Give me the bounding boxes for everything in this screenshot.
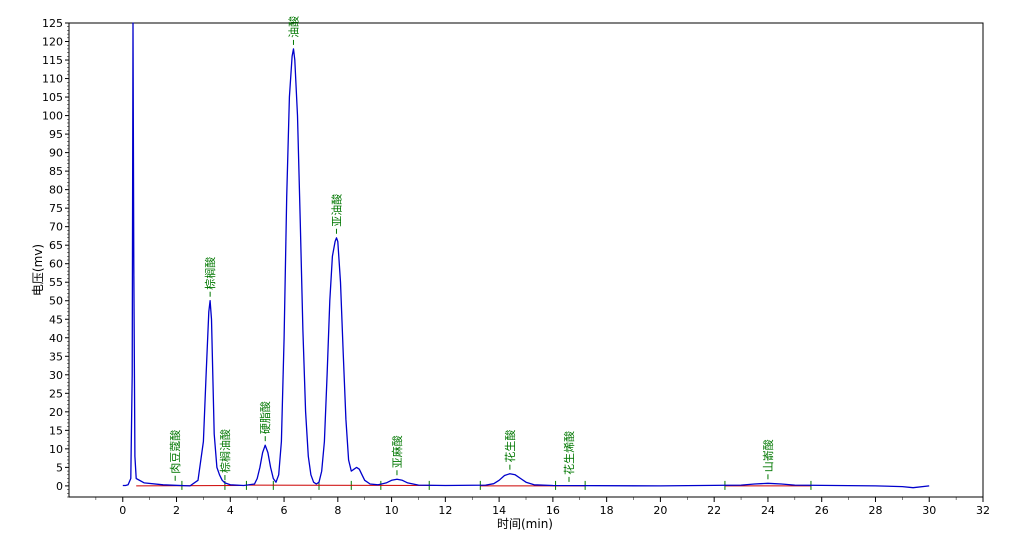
x-tick-label: 16 xyxy=(546,504,560,517)
y-tick-label: 70 xyxy=(49,221,63,234)
peak-label: 山嵛酸 xyxy=(761,439,775,472)
x-axis: 0 2 4 6 8 10 12 14 16 18 20 22 24 26 28 30 32 xyxy=(95,497,990,517)
y-tick-label: 115 xyxy=(42,54,63,67)
y-tick-label: 80 xyxy=(49,184,63,197)
peak-label: 花生酸 xyxy=(503,430,517,463)
y-tick-label: 35 xyxy=(49,350,63,363)
x-tick-label: 2 xyxy=(173,504,180,517)
y-tick-label: 55 xyxy=(49,276,63,289)
y-tick-label: 15 xyxy=(49,424,63,437)
peak-label: 棕榈酸 xyxy=(203,257,217,290)
y-tick-label: 65 xyxy=(49,239,63,252)
x-tick-label: 30 xyxy=(922,504,936,517)
x-tick-label: 12 xyxy=(438,504,452,517)
signal-line xyxy=(122,22,930,489)
y-tick-label: 90 xyxy=(49,147,63,160)
x-tick-label: 0 xyxy=(119,504,126,517)
y-tick-label: 120 xyxy=(42,36,63,49)
y-tick-label: 10 xyxy=(49,443,63,456)
y-tick-label: 105 xyxy=(42,91,63,104)
peak-label: 亚麻酸 xyxy=(390,435,404,468)
peak-label: 棕榈油酸 xyxy=(218,429,232,473)
x-axis-label: 时间(min) xyxy=(497,517,553,531)
x-tick-label: 24 xyxy=(761,504,775,517)
x-tick-label: 18 xyxy=(600,504,614,517)
y-tick-label: 0 xyxy=(56,480,63,493)
y-axis-label: 电压(mv) xyxy=(31,244,45,296)
y-tick-label: 95 xyxy=(49,128,63,141)
y-tick-label: 125 xyxy=(42,17,63,30)
y-tick-label: 40 xyxy=(49,332,63,345)
y-tick-label: 20 xyxy=(49,406,63,419)
x-tick-label: 6 xyxy=(281,504,288,517)
y-tick-label: 50 xyxy=(49,295,63,308)
x-tick-label: 22 xyxy=(707,504,721,517)
y-tick-label: 75 xyxy=(49,202,63,215)
peak-label: 硬脂酸 xyxy=(258,401,272,434)
y-tick-label: 60 xyxy=(49,258,63,271)
y-tick-label: 5 xyxy=(56,461,63,474)
peak-label: 亚油酸 xyxy=(329,194,343,227)
peak-label: 花生烯酸 xyxy=(562,431,576,475)
plot-frame xyxy=(68,22,984,498)
x-tick-label: 32 xyxy=(976,504,990,517)
x-tick-label: 28 xyxy=(868,504,882,517)
signal-series xyxy=(122,22,930,489)
y-tick-label: 110 xyxy=(42,73,63,86)
peak-label: 油酸 xyxy=(286,16,300,38)
x-tick-label: 10 xyxy=(385,504,399,517)
x-tick-label: 26 xyxy=(815,504,829,517)
peak-label: 肉豆蔻酸 xyxy=(168,430,182,474)
y-axis: 0 5 10 15 20 25 30 35 40 45 50 55 60 65 70 75 80 85 90 95 10… xyxy=(42,17,69,498)
y-tick-label: 45 xyxy=(49,313,63,326)
x-tick-label: 20 xyxy=(653,504,667,517)
y-tick-label: 100 xyxy=(42,110,63,123)
y-tick-label: 30 xyxy=(49,369,63,382)
y-tick-label: 85 xyxy=(49,165,63,178)
x-tick-label: 8 xyxy=(334,504,341,517)
x-tick-label: 4 xyxy=(227,504,234,517)
x-tick-label: 14 xyxy=(492,504,506,517)
y-tick-label: 25 xyxy=(49,387,63,400)
